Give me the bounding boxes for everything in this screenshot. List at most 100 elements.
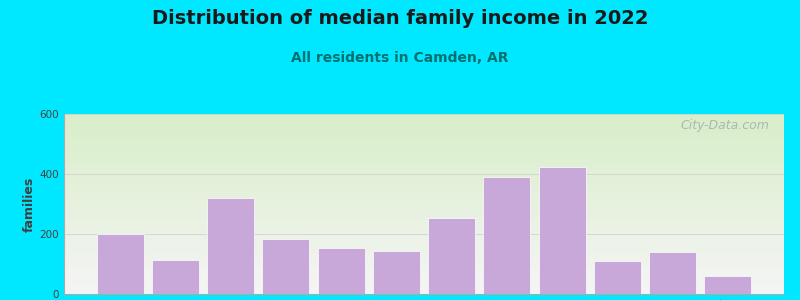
Bar <box>64 267 784 269</box>
Bar <box>64 197 784 199</box>
Bar <box>64 218 784 220</box>
Bar <box>64 127 784 128</box>
Bar <box>64 173 784 175</box>
Bar <box>64 200 784 202</box>
Bar <box>704 276 751 294</box>
Bar <box>64 213 784 215</box>
Bar <box>152 260 199 294</box>
Bar <box>64 119 784 121</box>
Bar <box>594 261 641 294</box>
Bar <box>64 240 784 242</box>
Bar <box>64 121 784 123</box>
Text: All residents in Camden, AR: All residents in Camden, AR <box>291 51 509 65</box>
Bar <box>64 157 784 159</box>
Bar <box>64 229 784 231</box>
Bar <box>64 251 784 253</box>
Bar <box>64 227 784 229</box>
Bar <box>64 163 784 164</box>
Y-axis label: families: families <box>22 176 35 232</box>
Bar <box>64 202 784 204</box>
Bar <box>649 252 696 294</box>
Bar <box>64 139 784 141</box>
Bar <box>64 262 784 263</box>
Bar <box>538 167 586 294</box>
Bar <box>64 191 784 193</box>
Bar <box>64 193 784 195</box>
Bar <box>64 206 784 208</box>
Bar <box>64 125 784 127</box>
Bar <box>64 254 784 256</box>
Bar <box>373 250 420 294</box>
Bar <box>64 285 784 287</box>
Bar <box>64 238 784 240</box>
Bar <box>97 234 144 294</box>
Bar <box>64 211 784 213</box>
Bar <box>64 179 784 181</box>
Bar <box>64 290 784 292</box>
Bar <box>64 278 784 280</box>
Bar <box>64 118 784 119</box>
Bar <box>64 260 784 262</box>
Bar <box>64 220 784 222</box>
Bar <box>64 224 784 226</box>
Bar <box>64 177 784 179</box>
Bar <box>64 244 784 245</box>
Bar <box>64 164 784 166</box>
Bar <box>64 137 784 139</box>
Bar <box>64 166 784 168</box>
Bar <box>64 182 784 184</box>
Bar <box>64 217 784 218</box>
Bar <box>64 190 784 191</box>
Bar <box>64 281 784 283</box>
Bar <box>64 114 784 116</box>
Bar <box>64 280 784 281</box>
Bar <box>64 199 784 200</box>
Bar <box>64 247 784 249</box>
Bar <box>64 143 784 145</box>
Bar <box>64 209 784 211</box>
Bar <box>64 195 784 197</box>
Bar <box>64 231 784 233</box>
Bar <box>64 215 784 217</box>
Bar <box>207 198 254 294</box>
Bar <box>64 130 784 132</box>
Bar <box>64 184 784 186</box>
Bar <box>64 236 784 238</box>
Bar <box>64 123 784 125</box>
Bar <box>64 271 784 272</box>
Bar <box>64 292 784 294</box>
Bar <box>428 218 475 294</box>
Bar <box>64 116 784 118</box>
Text: Distribution of median family income in 2022: Distribution of median family income in … <box>152 9 648 28</box>
Bar <box>64 172 784 173</box>
Bar <box>64 159 784 161</box>
Bar <box>64 274 784 276</box>
Bar <box>64 132 784 134</box>
Bar <box>64 208 784 209</box>
Bar <box>64 154 784 155</box>
Bar <box>64 242 784 244</box>
Bar <box>64 235 784 236</box>
Bar <box>64 287 784 289</box>
Bar <box>64 283 784 285</box>
Bar <box>64 253 784 254</box>
Bar <box>64 128 784 130</box>
Bar <box>483 177 530 294</box>
Bar <box>64 148 784 150</box>
Bar <box>64 204 784 206</box>
Bar <box>64 276 784 278</box>
Bar <box>64 263 784 265</box>
Bar <box>64 272 784 274</box>
Bar <box>318 248 365 294</box>
Bar <box>64 222 784 224</box>
Bar <box>64 134 784 136</box>
Bar <box>64 265 784 267</box>
Bar <box>64 170 784 172</box>
Bar <box>64 181 784 182</box>
Bar <box>64 155 784 157</box>
Bar <box>262 238 310 294</box>
Bar <box>64 245 784 247</box>
Bar <box>64 269 784 271</box>
Bar <box>64 146 784 148</box>
Bar <box>64 161 784 163</box>
